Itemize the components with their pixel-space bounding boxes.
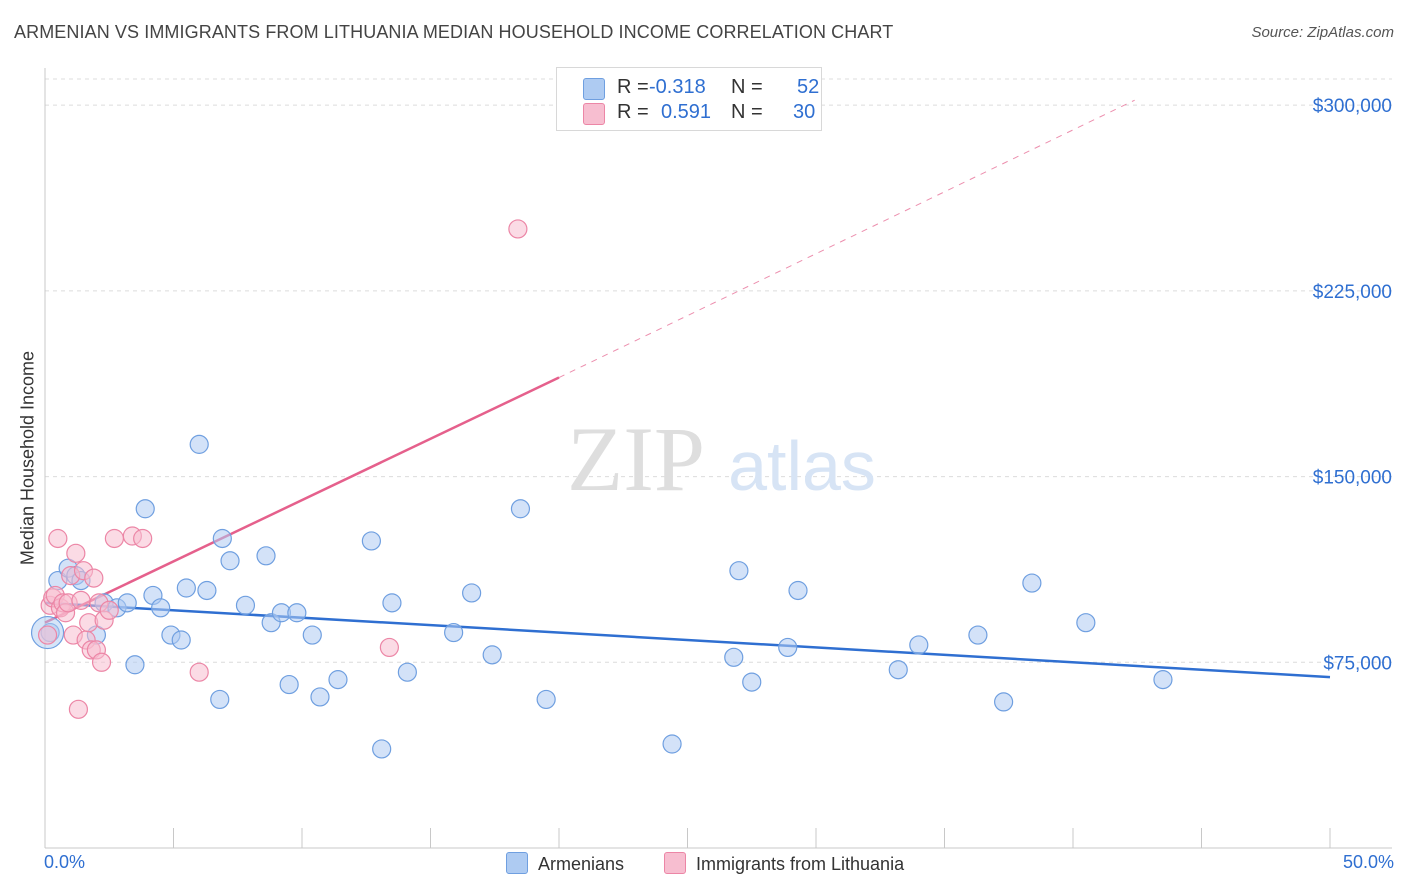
bottom-legend-label-armenians: Armenians [538,854,625,874]
legend-n-value-lithuania: 30 [793,101,816,123]
source-credit: Source: ZipAtlas.com [1251,24,1394,41]
data-point-armenians [117,593,137,613]
trend-line-lithuania-extension [558,99,1135,378]
legend-n-label: N = [731,101,763,123]
data-point-armenians [742,672,762,692]
x-tick-label-min: 0.0% [44,852,86,872]
data-point-armenians [482,645,502,665]
data-point-lithuania [48,528,68,549]
data-point-armenians [536,689,556,710]
data-point-armenians [788,580,808,601]
data-point-armenians [151,598,171,618]
data-point-armenians [1153,670,1173,690]
data-point-armenians [125,655,145,675]
chart-title: ARMENIAN VS IMMIGRANTS FROM LITHUANIA ME… [14,22,894,42]
data-point-armenians [662,734,682,754]
y-tick-labels: $75,000 $150,000 $225,000 $300,000 [1313,96,1392,674]
data-point-lithuania [104,528,124,549]
data-point-armenians [968,625,988,645]
data-point-lithuania [68,699,89,719]
data-point-armenians [444,622,464,643]
data-point-armenians [197,580,217,601]
data-point-armenians [210,689,230,710]
axis-layer [44,68,1392,849]
data-point-armenians [135,499,155,519]
grid-layer [45,78,1392,663]
data-point-lithuania [508,219,528,239]
data-point-armenians [189,434,209,454]
trend-line-lithuania [44,376,560,624]
data-point-armenians [888,660,908,680]
data-point-armenians [909,635,929,655]
legend-r-label: R = [617,76,649,98]
legend-swatch-armenians [583,78,605,100]
data-point-armenians [724,647,744,667]
bottom-legend-label-lithuania: Immigrants from Lithuania [696,854,905,874]
y-tick-label: $300,000 [1313,96,1392,117]
data-point-armenians [372,739,392,759]
data-point-lithuania [91,652,112,672]
data-point-armenians [302,625,322,645]
legend-r-value-lithuania: 0.591 [661,101,712,123]
data-point-armenians [361,531,381,551]
data-point-armenians [310,687,330,707]
data-point-armenians [382,593,402,613]
trend-line-armenians [44,601,1331,679]
data-point-lithuania [66,543,86,563]
bottom-legend-swatch-armenians [506,852,528,874]
data-point-armenians [235,595,256,615]
data-point-armenians [328,670,348,690]
data-point-lithuania [133,528,153,549]
data-point-armenians [1022,573,1042,593]
watermark: ZIP atlas [567,408,876,510]
y-axis-label: Median Household Income [17,350,38,566]
bottom-legend-lithuania: Immigrants from Lithuania [664,852,904,875]
data-point-armenians [212,528,232,549]
stats-legend: R = -0.318 N = 52 R = 0.591 N = 30 [556,67,822,131]
data-point-armenians [397,662,417,682]
data-point-armenians [279,674,299,695]
bottom-legend-armenians: Armenians [506,852,624,875]
x-tick-label-max: 50.0% [1342,852,1394,872]
bottom-legend-swatch-lithuania [664,852,686,874]
data-point-lithuania [84,568,104,588]
y-tick-label: $75,000 [1323,653,1392,674]
legend-swatch-lithuania [583,103,605,125]
data-point-lithuania [189,662,209,682]
data-point-armenians [1076,613,1096,633]
legend-r-value-armenians: -0.318 [649,76,706,98]
data-point-lithuania [379,637,399,658]
trend-layer [44,99,1331,679]
data-point-armenians [171,630,191,650]
data-point-armenians [462,583,482,603]
data-point-lithuania [99,600,119,620]
watermark-zip: ZIP [567,408,705,510]
data-point-armenians [287,603,307,623]
data-point-armenians [729,561,749,581]
data-point-armenians [510,499,531,519]
data-point-armenians [994,692,1014,712]
data-point-armenians [778,637,798,658]
legend-n-value-armenians: 52 [797,76,820,98]
y-tick-label: $225,000 [1313,282,1392,303]
data-point-armenians [256,546,276,566]
data-point-lithuania [37,625,58,645]
points-layer [30,219,1173,759]
legend-r-label: R = [617,101,649,123]
legend-n-label: N = [731,76,763,98]
data-point-armenians [176,578,196,598]
data-point-lithuania [71,590,91,610]
data-point-armenians [220,551,240,571]
y-tick-label: $150,000 [1313,468,1392,489]
watermark-atlas: atlas [728,427,876,505]
